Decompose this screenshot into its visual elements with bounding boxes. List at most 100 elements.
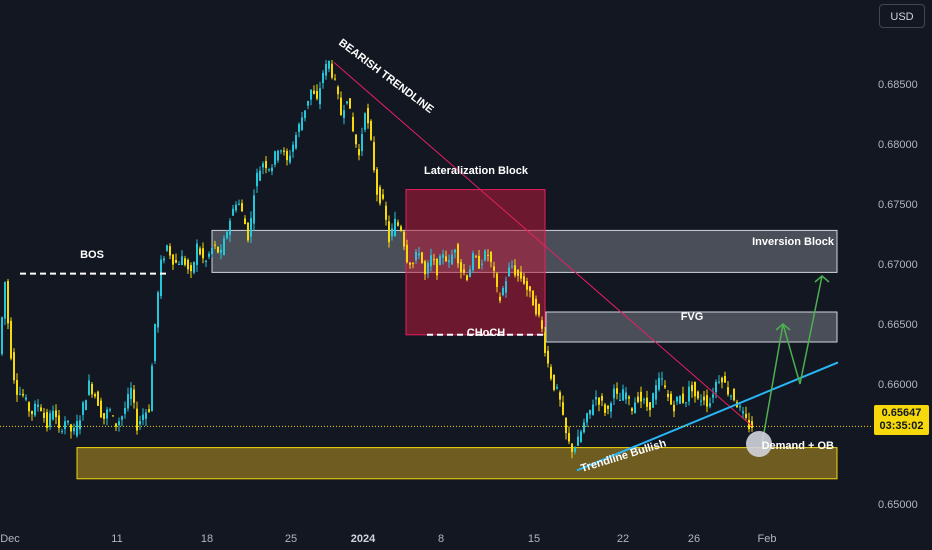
candle-body [169,246,171,256]
candle-body [742,411,744,414]
candle-body [730,395,732,397]
candle-body [616,388,618,394]
candle-body [625,392,627,400]
candle-body [229,220,231,235]
candle-body [655,385,657,400]
candle-body [565,417,567,434]
candle-body [349,98,351,109]
candle-body [427,262,429,274]
y-tick-label: 0.66500 [878,319,918,331]
candle-body [64,421,66,430]
candle-body [220,249,222,253]
fvg-label: FVG [681,311,704,323]
candle-body [499,296,501,301]
candle-body [526,281,528,290]
candle-body [619,399,621,401]
x-tick-label: 22 [617,533,629,545]
candle-body [610,403,612,412]
lateralization-block-label: Lateralization Block [424,165,529,177]
candle-body [37,404,39,407]
candle-body [109,409,111,411]
candle-body [334,78,336,80]
candle-body [358,149,360,156]
candle-body [301,117,303,131]
candle-body [160,259,162,297]
candle-body [352,116,354,132]
candle-body [589,409,591,415]
candle-body [94,394,96,397]
candle-body [211,247,213,255]
y-tick-label: 0.68500 [878,79,918,91]
candle-body [454,249,456,253]
candle-body [13,352,15,381]
candle-body [274,151,276,165]
candle-body [664,385,666,388]
candle-body [469,269,471,278]
candle-body [106,409,108,419]
inversion-block-label: Inversion Block [752,236,835,248]
candle-body [145,412,147,419]
candle-body [514,265,516,276]
candle-body [721,377,723,383]
candle-body [175,259,177,263]
y-tick-label: 0.67500 [878,199,918,211]
candle-body [58,415,60,429]
candle-body [535,298,537,315]
candle-body [430,255,432,267]
candle-body [658,377,660,390]
candle-body [715,381,717,393]
candle-body [571,443,573,452]
candle-body [157,292,159,328]
x-tick-label: 25 [285,533,297,545]
candle-body [271,167,273,172]
countdown-timer: 03:35:02 [879,420,924,432]
y-tick-label: 0.65000 [878,499,918,511]
currency-button[interactable]: USD [879,4,925,28]
candle-body [82,402,84,415]
candle-body [553,374,555,390]
candle-body [592,404,594,415]
candle-body [598,397,600,405]
candle-body [496,273,498,287]
candle-body [238,203,240,205]
candle-body [439,255,441,265]
candle-body [676,396,678,402]
candle-body [262,163,264,168]
candle-body [28,402,30,412]
candle-body [178,263,180,265]
candle-body [97,391,99,406]
candle-body [10,320,12,359]
candle-body [577,436,579,446]
candle-body [130,387,132,400]
candle-body [682,393,684,403]
candle-body [586,413,588,423]
candle-body [118,421,120,426]
candle-body [472,253,474,270]
x-tick-label: 26 [688,533,700,545]
candle-body [355,134,357,145]
candle-body [739,406,741,408]
candle-body [685,402,687,404]
candle-body [556,387,558,389]
candle-body [232,208,234,216]
candle-body [319,88,321,105]
candle-body [622,389,624,401]
candle-body [304,110,306,119]
candle-body [256,172,258,187]
lateralization-block-zone [405,189,546,336]
x-tick-label: Feb [758,533,777,545]
candle-body [745,413,747,418]
candle-body [127,393,129,409]
candle-body [595,397,597,400]
candle-body [151,365,153,412]
projection-path [761,275,823,445]
candle-body [484,250,486,261]
candle-body [688,386,690,402]
candle-body [115,423,117,427]
candle-body [31,411,33,415]
candle-body [538,304,540,316]
candle-body [193,261,195,273]
candle-body [481,263,483,265]
candle-body [139,421,141,425]
